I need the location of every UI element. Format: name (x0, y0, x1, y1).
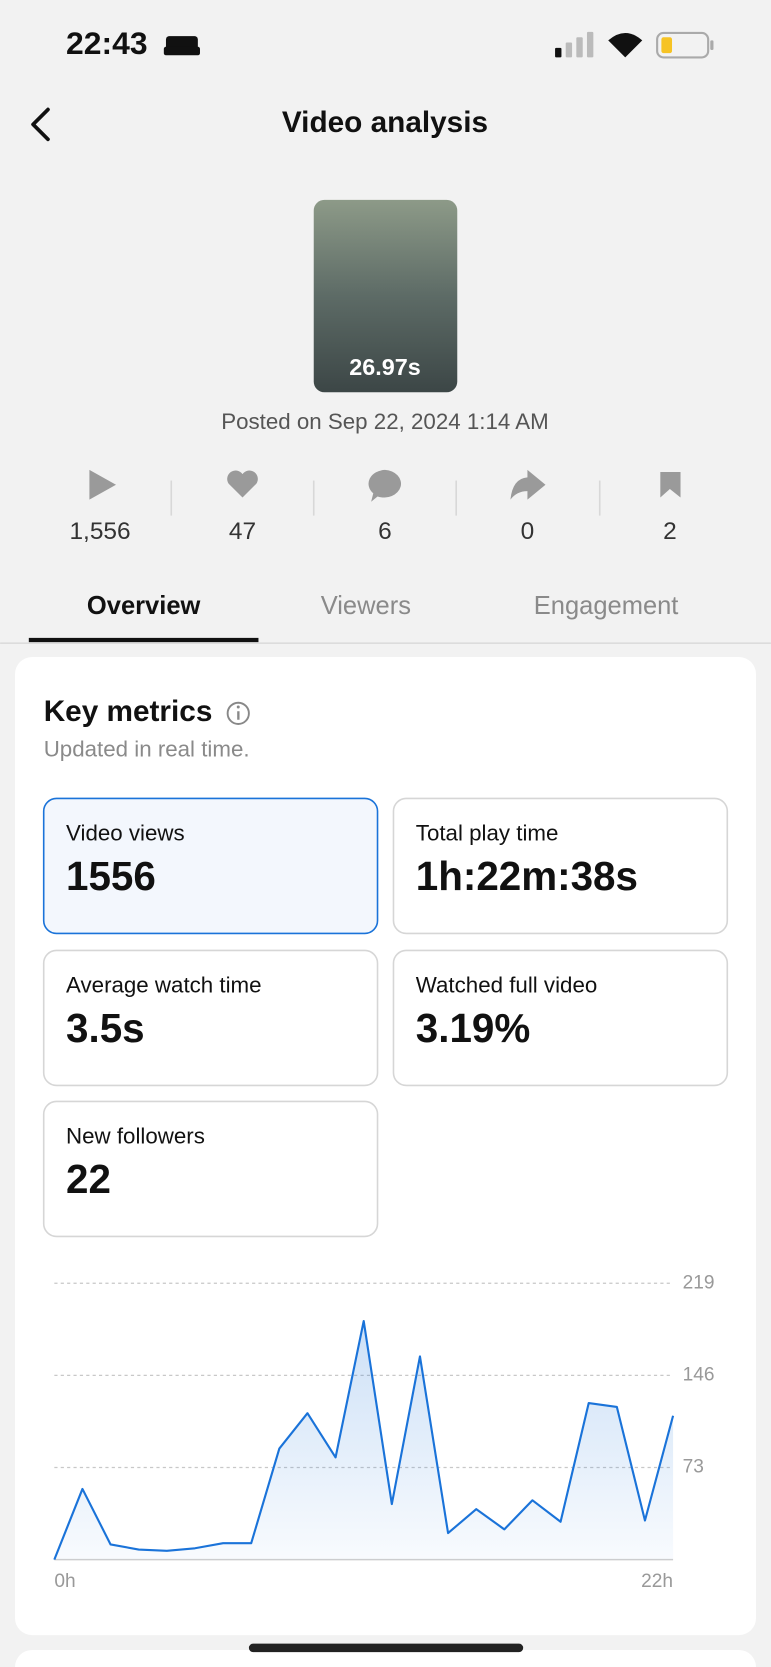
metric-card[interactable]: Average watch time 3.5s (42, 949, 379, 1087)
like-icon (227, 470, 258, 498)
card-value: 22 (66, 1156, 111, 1202)
y-tick-label: 146 (683, 1364, 715, 1385)
next-panel (15, 1649, 756, 1667)
stat-saves: 2 (663, 518, 677, 545)
play-icon (89, 469, 116, 500)
card-label: Watched full video (416, 972, 598, 997)
card-value: 1556 (66, 853, 156, 899)
comment-icon (368, 469, 402, 502)
card-value: 3.5s (66, 1005, 145, 1051)
tab[interactable]: Viewers (321, 592, 411, 620)
y-tick-label: 73 (683, 1457, 704, 1478)
y-tick-label: 219 (683, 1272, 715, 1293)
card-box (42, 949, 379, 1087)
card-label: Total play time (416, 820, 559, 845)
card-value: 1h:22m:38s (416, 853, 638, 899)
tab[interactable]: Engagement (534, 592, 679, 620)
video-thumbnail[interactable] (313, 199, 458, 393)
x-tick-label: 22h (641, 1571, 673, 1592)
stat-separators (170, 480, 601, 516)
tab[interactable]: Overview (87, 592, 201, 620)
video-duration: 26.97s (349, 354, 421, 380)
x-tick-label: 0h (54, 1571, 75, 1592)
line (53, 1320, 675, 1561)
signal-icon (555, 31, 594, 58)
card-box (42, 797, 379, 935)
card-label: New followers (66, 1123, 205, 1148)
stat-comments: 6 (378, 518, 392, 545)
metric-card[interactable]: New followers 22 (42, 1100, 379, 1238)
header-title: Video analysis (282, 106, 488, 139)
stat-likes: 47 (229, 518, 256, 545)
tab-indicator (28, 637, 259, 643)
area (54, 1321, 674, 1560)
card-value: 3.19% (416, 1005, 530, 1051)
card-label: Video views (66, 820, 185, 845)
metric-card[interactable]: Watched full video 3.19% (392, 949, 729, 1087)
section-title: Key metrics (44, 695, 213, 728)
sleep-icon (163, 36, 200, 56)
card-label: Average watch time (66, 972, 262, 997)
home-indicator (248, 1643, 524, 1653)
save-icon (660, 472, 681, 498)
wifi-icon (608, 32, 643, 58)
info-icon[interactable] (226, 701, 250, 725)
section-subtitle: Updated in real time. (44, 736, 250, 761)
card-box (392, 949, 729, 1087)
status-time: 22:43 (66, 25, 148, 61)
card-box (392, 797, 729, 935)
metric-card[interactable]: Video views 1556 (42, 797, 379, 935)
card-box (42, 1100, 379, 1238)
share-icon (510, 469, 546, 500)
stat-icons (89, 469, 681, 502)
metric-card[interactable]: Total play time 1h:22m:38s (392, 797, 729, 935)
battery-icon (656, 31, 714, 59)
posted-date: Posted on Sep 22, 2024 1:14 AM (221, 409, 549, 434)
back-button[interactable] (31, 107, 50, 142)
stat-shares: 0 (521, 518, 535, 545)
stat-views: 1,556 (69, 518, 130, 545)
